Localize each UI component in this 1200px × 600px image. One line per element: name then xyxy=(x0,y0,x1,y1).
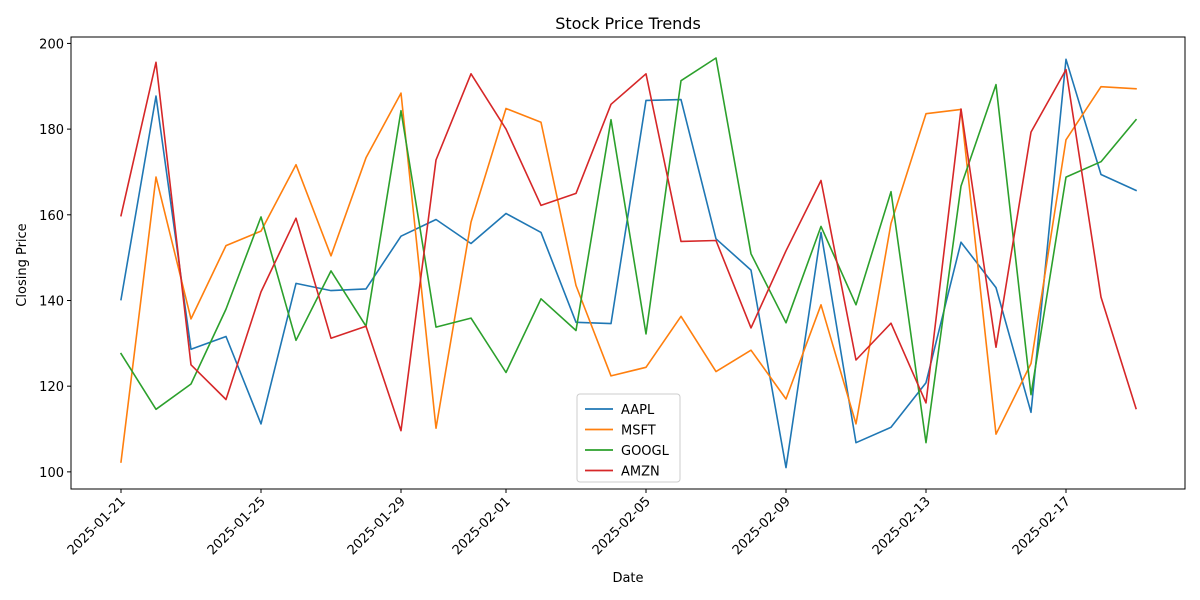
legend-label-aapl: AAPL xyxy=(621,403,655,418)
legend-label-googl: GOOGL xyxy=(621,444,670,459)
plot-frame xyxy=(70,36,1186,490)
legend: AAPL MSFT GOOGL AMZN xyxy=(576,393,681,483)
plot-area xyxy=(70,36,1186,490)
legend-label-msft: MSFT xyxy=(621,424,656,439)
series-line-googl xyxy=(119,57,1138,444)
series-line-amzn xyxy=(120,61,1138,432)
chart-title: Stock Price Trends xyxy=(555,14,701,33)
x-axis-title: Date xyxy=(612,571,643,586)
y-tick-label: 100 xyxy=(39,466,64,481)
series-line-aapl xyxy=(120,58,1138,469)
y-axis-title: Closing Price xyxy=(15,223,30,306)
legend-box xyxy=(576,393,681,483)
y-axis: 100 120 140 160 180 200 xyxy=(39,37,71,481)
y-tick-label: 180 xyxy=(39,123,64,138)
series-line-msft xyxy=(120,85,1137,463)
y-tick-label: 200 xyxy=(39,37,64,52)
legend-label-amzn: AMZN xyxy=(621,465,660,480)
y-tick-label: 160 xyxy=(39,209,64,224)
y-tick-label: 120 xyxy=(39,380,64,395)
y-tick-label: 140 xyxy=(39,294,64,309)
